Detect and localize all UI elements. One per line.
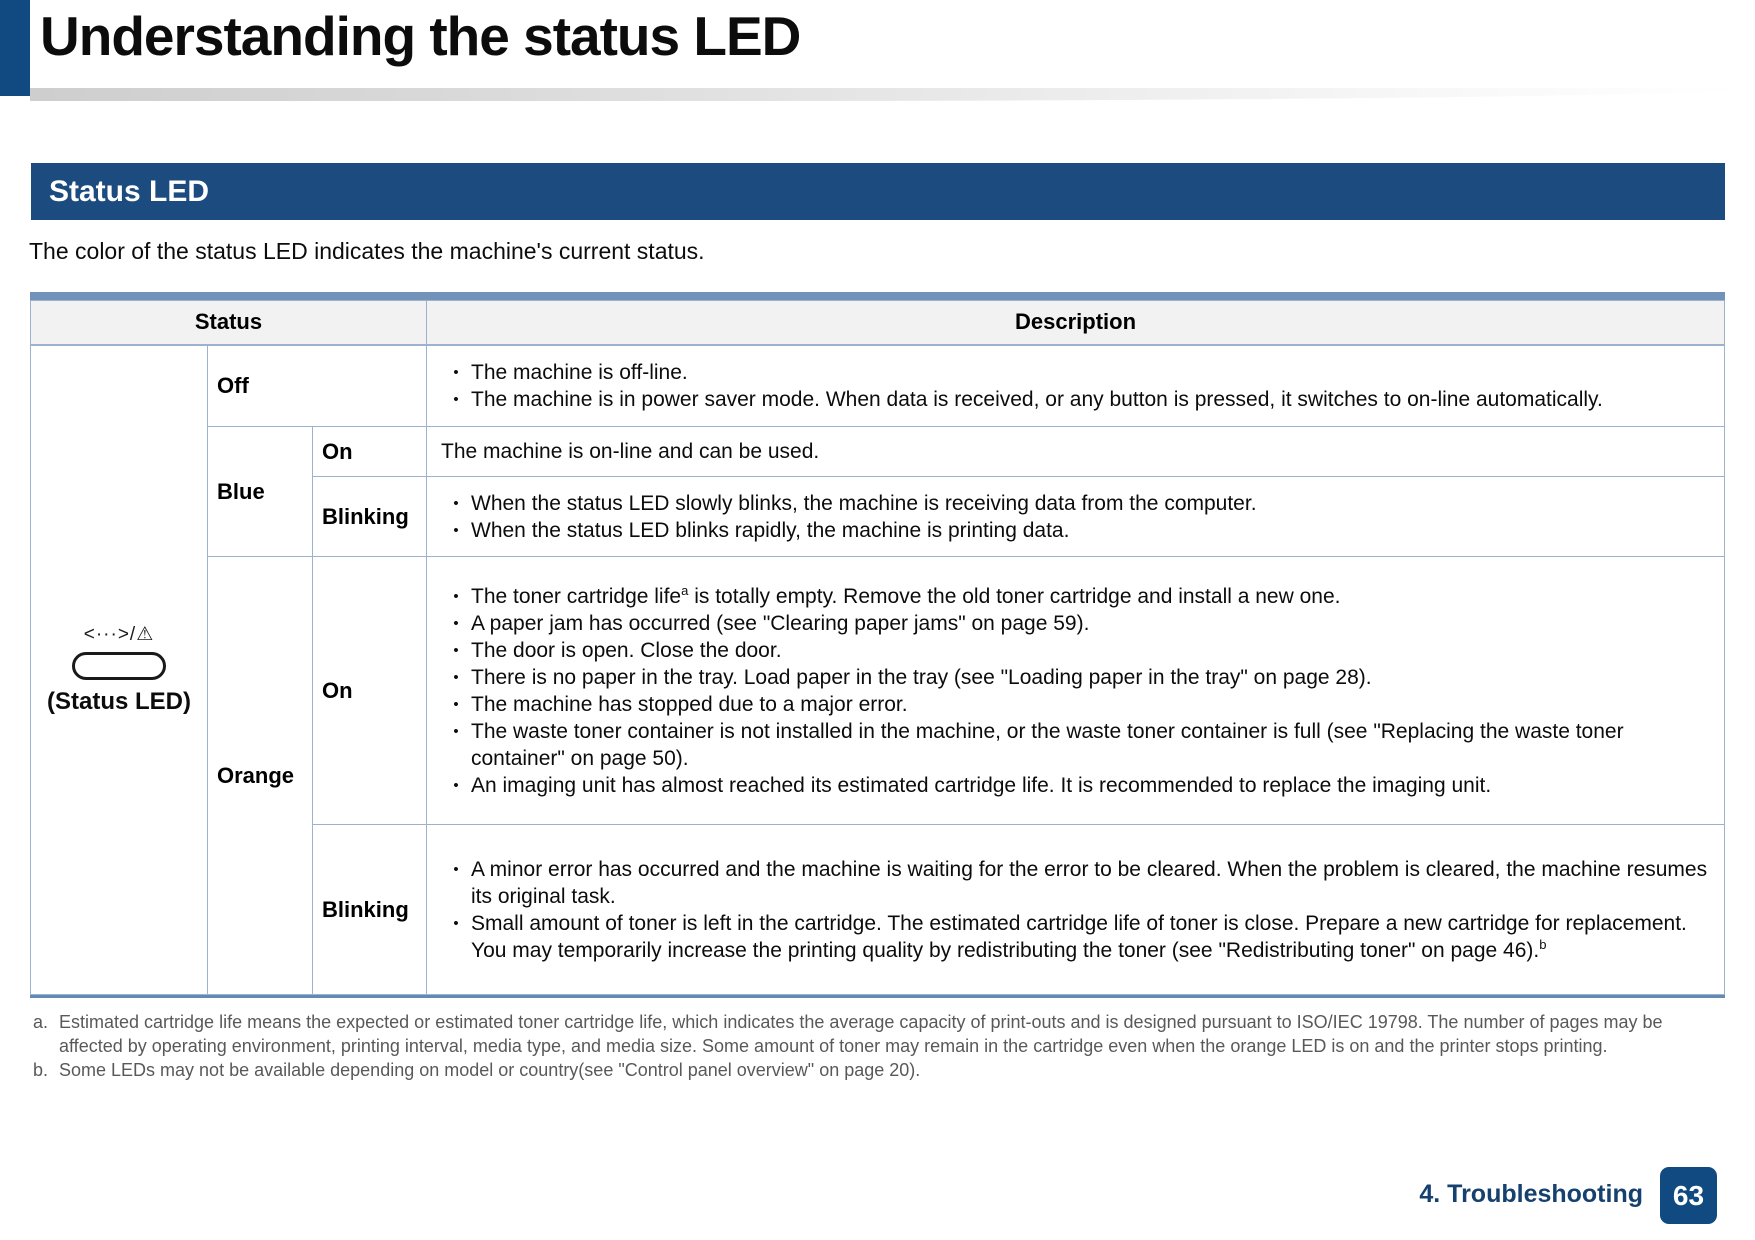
bullet-icon: • [453,695,459,713]
bullet-icon: • [453,668,459,686]
list-item: • When the status LED slowly blinks, the … [441,490,1710,517]
blue-blinking-description-cell: • When the status LED slowly blinks, the … [426,476,1725,557]
page-title: Understanding the status LED [40,5,801,67]
orange-blinking-description-cell: • A minor error has occurred and the mach… [426,824,1725,995]
bullet-icon: • [453,722,459,740]
bullet-icon: • [453,587,459,605]
bullet-icon: • [453,494,459,512]
table-header-row: Status Description [30,300,1725,346]
blue-on-description-cell: The machine is on-line and can be used. [426,426,1725,477]
footnote-ref-b: b [1539,936,1547,952]
status-off-label: Off [207,344,427,427]
column-header-status: Status [30,300,427,346]
footnote-marker: b. [33,1060,49,1080]
status-led-figure: <···>/⚠ (Status LED) [30,344,208,995]
list-item: • The machine is in power saver mode. Whe… [441,386,1710,413]
data-warning-led-icon: <···>/⚠ [83,624,155,646]
footnote-b: b. Some LEDs may not be available depend… [33,1058,1725,1082]
table-row: Blue On The machine is on-line and can b… [31,426,1725,557]
blue-on-label: On [312,426,427,477]
led-caption: (Status LED) [47,688,191,716]
bullet-icon: • [453,776,459,794]
orange-on-description-cell: • The toner cartridge lifea is totally em… [426,556,1725,825]
led-pill-icon [72,652,166,681]
table-row: Orange On • The toner cartridge lifea is … [31,556,1725,995]
table-row: Blinking • A minor error has occurred and… [31,824,1725,995]
orange-blinking-label: Blinking [312,824,427,995]
column-header-description: Description [426,300,1725,346]
list-item: • A paper jam has occurred (see "Clearing… [441,610,1710,637]
list-item: • A minor error has occurred and the mach… [441,856,1710,910]
list-item: • The toner cartridge lifea is totally em… [441,583,1710,610]
footnote-ref-a: a [681,582,689,598]
list-item: • When the status LED blinks rapidly, the… [441,517,1710,544]
footer-chapter-label: 4. Troubleshooting [1419,1180,1643,1208]
title-accent-bar [0,0,30,96]
status-orange-label: Orange [207,556,313,995]
bullet-icon: • [453,363,459,381]
section-banner: Status LED [31,163,1725,220]
bullet-icon: • [453,641,459,659]
list-item: • The door is open. Close the door. [441,637,1710,664]
list-item: • An imaging unit has almost reached its … [441,772,1710,799]
footnote-text: Estimated cartridge life means the expec… [59,1012,1663,1056]
off-description-cell: • The machine is off-line. • The machine i… [426,344,1725,427]
status-blue-label: Blue [207,426,313,557]
bullet-icon: • [453,521,459,539]
table-row: Blinking • When the status LED slowly bli… [31,476,1725,557]
footnote-a: a. Estimated cartridge life means the ex… [33,1010,1725,1058]
blue-blinking-label: Blinking [312,476,427,557]
list-item: • The machine is off-line. [441,359,1710,386]
intro-text: The color of the status LED indicates th… [29,238,705,264]
bullet-icon: • [453,390,459,408]
bullet-icon: • [453,614,459,632]
footnote-marker: a. [33,1012,49,1032]
orange-on-label: On [312,556,427,825]
table-row: <···>/⚠ (Status LED) Off • The machine is… [30,344,1725,995]
list-item: • Small amount of toner is left in the ca… [441,910,1710,964]
status-led-table: Status Description <···>/⚠ (Status LED) … [30,292,1725,998]
list-item: • There is no paper in the tray. Load pap… [441,664,1710,691]
list-item: • The machine has stopped due to a major … [441,691,1710,718]
list-item: • The waste toner container is not instal… [441,718,1710,772]
title-shadow-divider [30,88,1745,101]
footnotes: a. Estimated cartridge life means the ex… [33,1010,1725,1082]
footnote-text: Some LEDs may not be available depending… [59,1060,921,1080]
bullet-icon: • [453,860,459,878]
page-number-badge: 63 [1660,1167,1717,1224]
bullet-icon: • [453,914,459,932]
